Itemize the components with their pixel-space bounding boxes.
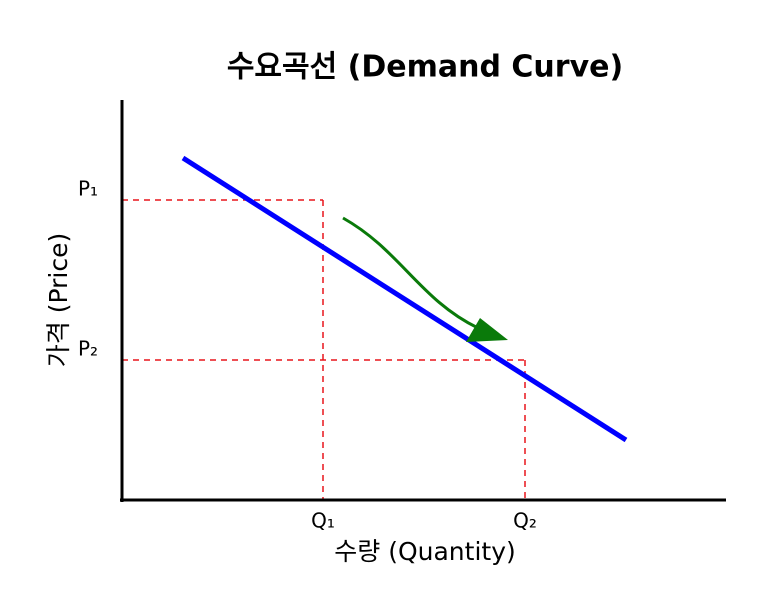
- x-axis-label: 수량 (Quantity): [334, 537, 516, 566]
- q2-label: Q₂: [513, 509, 537, 533]
- p2-label: P₂: [78, 337, 98, 361]
- p1-label: P₁: [78, 177, 98, 201]
- movement-arrow: [342, 216, 479, 330]
- title: 수요곡선 (Demand Curve): [227, 50, 623, 85]
- y-axis-label: 가격 (Price): [44, 233, 73, 367]
- q1-label: Q₁: [311, 509, 335, 533]
- arrow-head: [466, 318, 508, 342]
- demand-curve: [181, 155, 628, 443]
